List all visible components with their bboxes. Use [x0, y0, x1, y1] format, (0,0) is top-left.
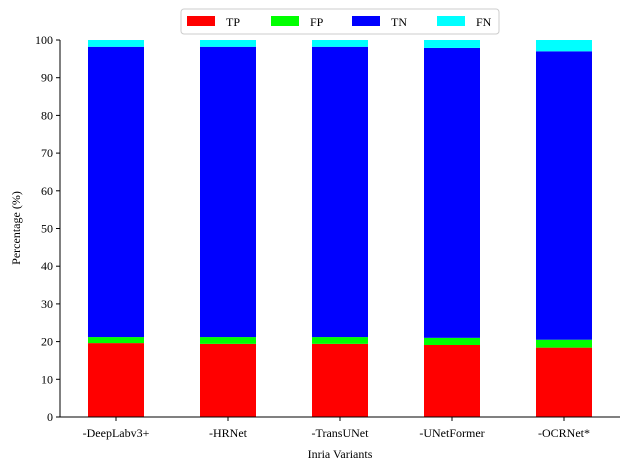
bar-ocrnet-tn: [536, 51, 592, 340]
legend-swatch-tn: [352, 16, 380, 26]
x-tick-label-unetformer: -UNetFormer: [419, 426, 484, 440]
bar-hrnet-tp: [200, 343, 256, 417]
bar-transunet-tn: [312, 46, 368, 338]
legend-label-tn: TN: [391, 15, 407, 29]
bar-unetformer-fn: [424, 40, 480, 48]
y-tick-label: 60: [41, 184, 53, 198]
y-tick-label: 80: [41, 108, 53, 122]
bar-hrnet-tn: [200, 46, 256, 338]
y-tick-label: 40: [41, 259, 53, 273]
x-ticks-group: -DeepLabv3+ -HRNet -TransUNet -UNetFormer -O…: [83, 417, 590, 440]
y-tick-label: 30: [41, 297, 53, 311]
x-tick-label-ocrnet: -OCRNet*: [538, 426, 590, 440]
bar-deeplabv3-fp: [88, 337, 144, 344]
bar-deeplabv3-tn: [88, 46, 144, 338]
legend-swatch-fp: [271, 16, 299, 26]
legend-swatch-fn: [437, 16, 465, 26]
legend-label-fn: FN: [476, 15, 492, 29]
bar-transunet-tp: [312, 343, 368, 417]
bar-hrnet-fp: [200, 337, 256, 344]
bar-ocrnet-tp: [536, 347, 592, 417]
legend: TP FP TN FN: [180, 8, 500, 35]
bar-deeplabv3-tp: [88, 343, 144, 417]
y-tick-label: 20: [41, 335, 53, 349]
bar-unetformer-fp: [424, 337, 480, 345]
y-tick-label: 10: [41, 372, 53, 386]
x-tick-label-hrnet: -HRNet: [209, 426, 248, 440]
y-tick-label: 50: [41, 222, 53, 236]
bar-ocrnet-fn: [536, 40, 592, 52]
x-axis-title: Inria Variants: [308, 447, 373, 461]
x-tick-label-deeplabv3: -DeepLabv3+: [83, 426, 150, 440]
y-axis-title: Percentage (%): [9, 191, 23, 265]
bar-deeplabv3-fn: [88, 40, 144, 47]
legend-frame: [180, 8, 500, 35]
legend-label-fp: FP: [310, 15, 324, 29]
legend-label-tp: TP: [226, 15, 240, 29]
y-tick-label: 0: [47, 410, 53, 424]
y-tick-label: 70: [41, 146, 53, 160]
bar-ocrnet-fp: [536, 339, 592, 348]
legend-swatch-tp: [187, 16, 215, 26]
x-tick-label-transunet: -TransUNet: [312, 426, 370, 440]
bar-unetformer-tn: [424, 47, 480, 338]
bar-unetformer-tp: [424, 344, 480, 417]
y-tick-label: 90: [41, 71, 53, 85]
bar-transunet-fp: [312, 337, 368, 344]
bar-transunet-fn: [312, 40, 368, 47]
bar-hrnet-fn: [200, 40, 256, 47]
y-tick-label: 100: [35, 33, 53, 47]
y-ticks-group: 0 10 20 30 40 50 60 70 80 90 100: [35, 33, 60, 424]
bars-group: [88, 40, 592, 417]
